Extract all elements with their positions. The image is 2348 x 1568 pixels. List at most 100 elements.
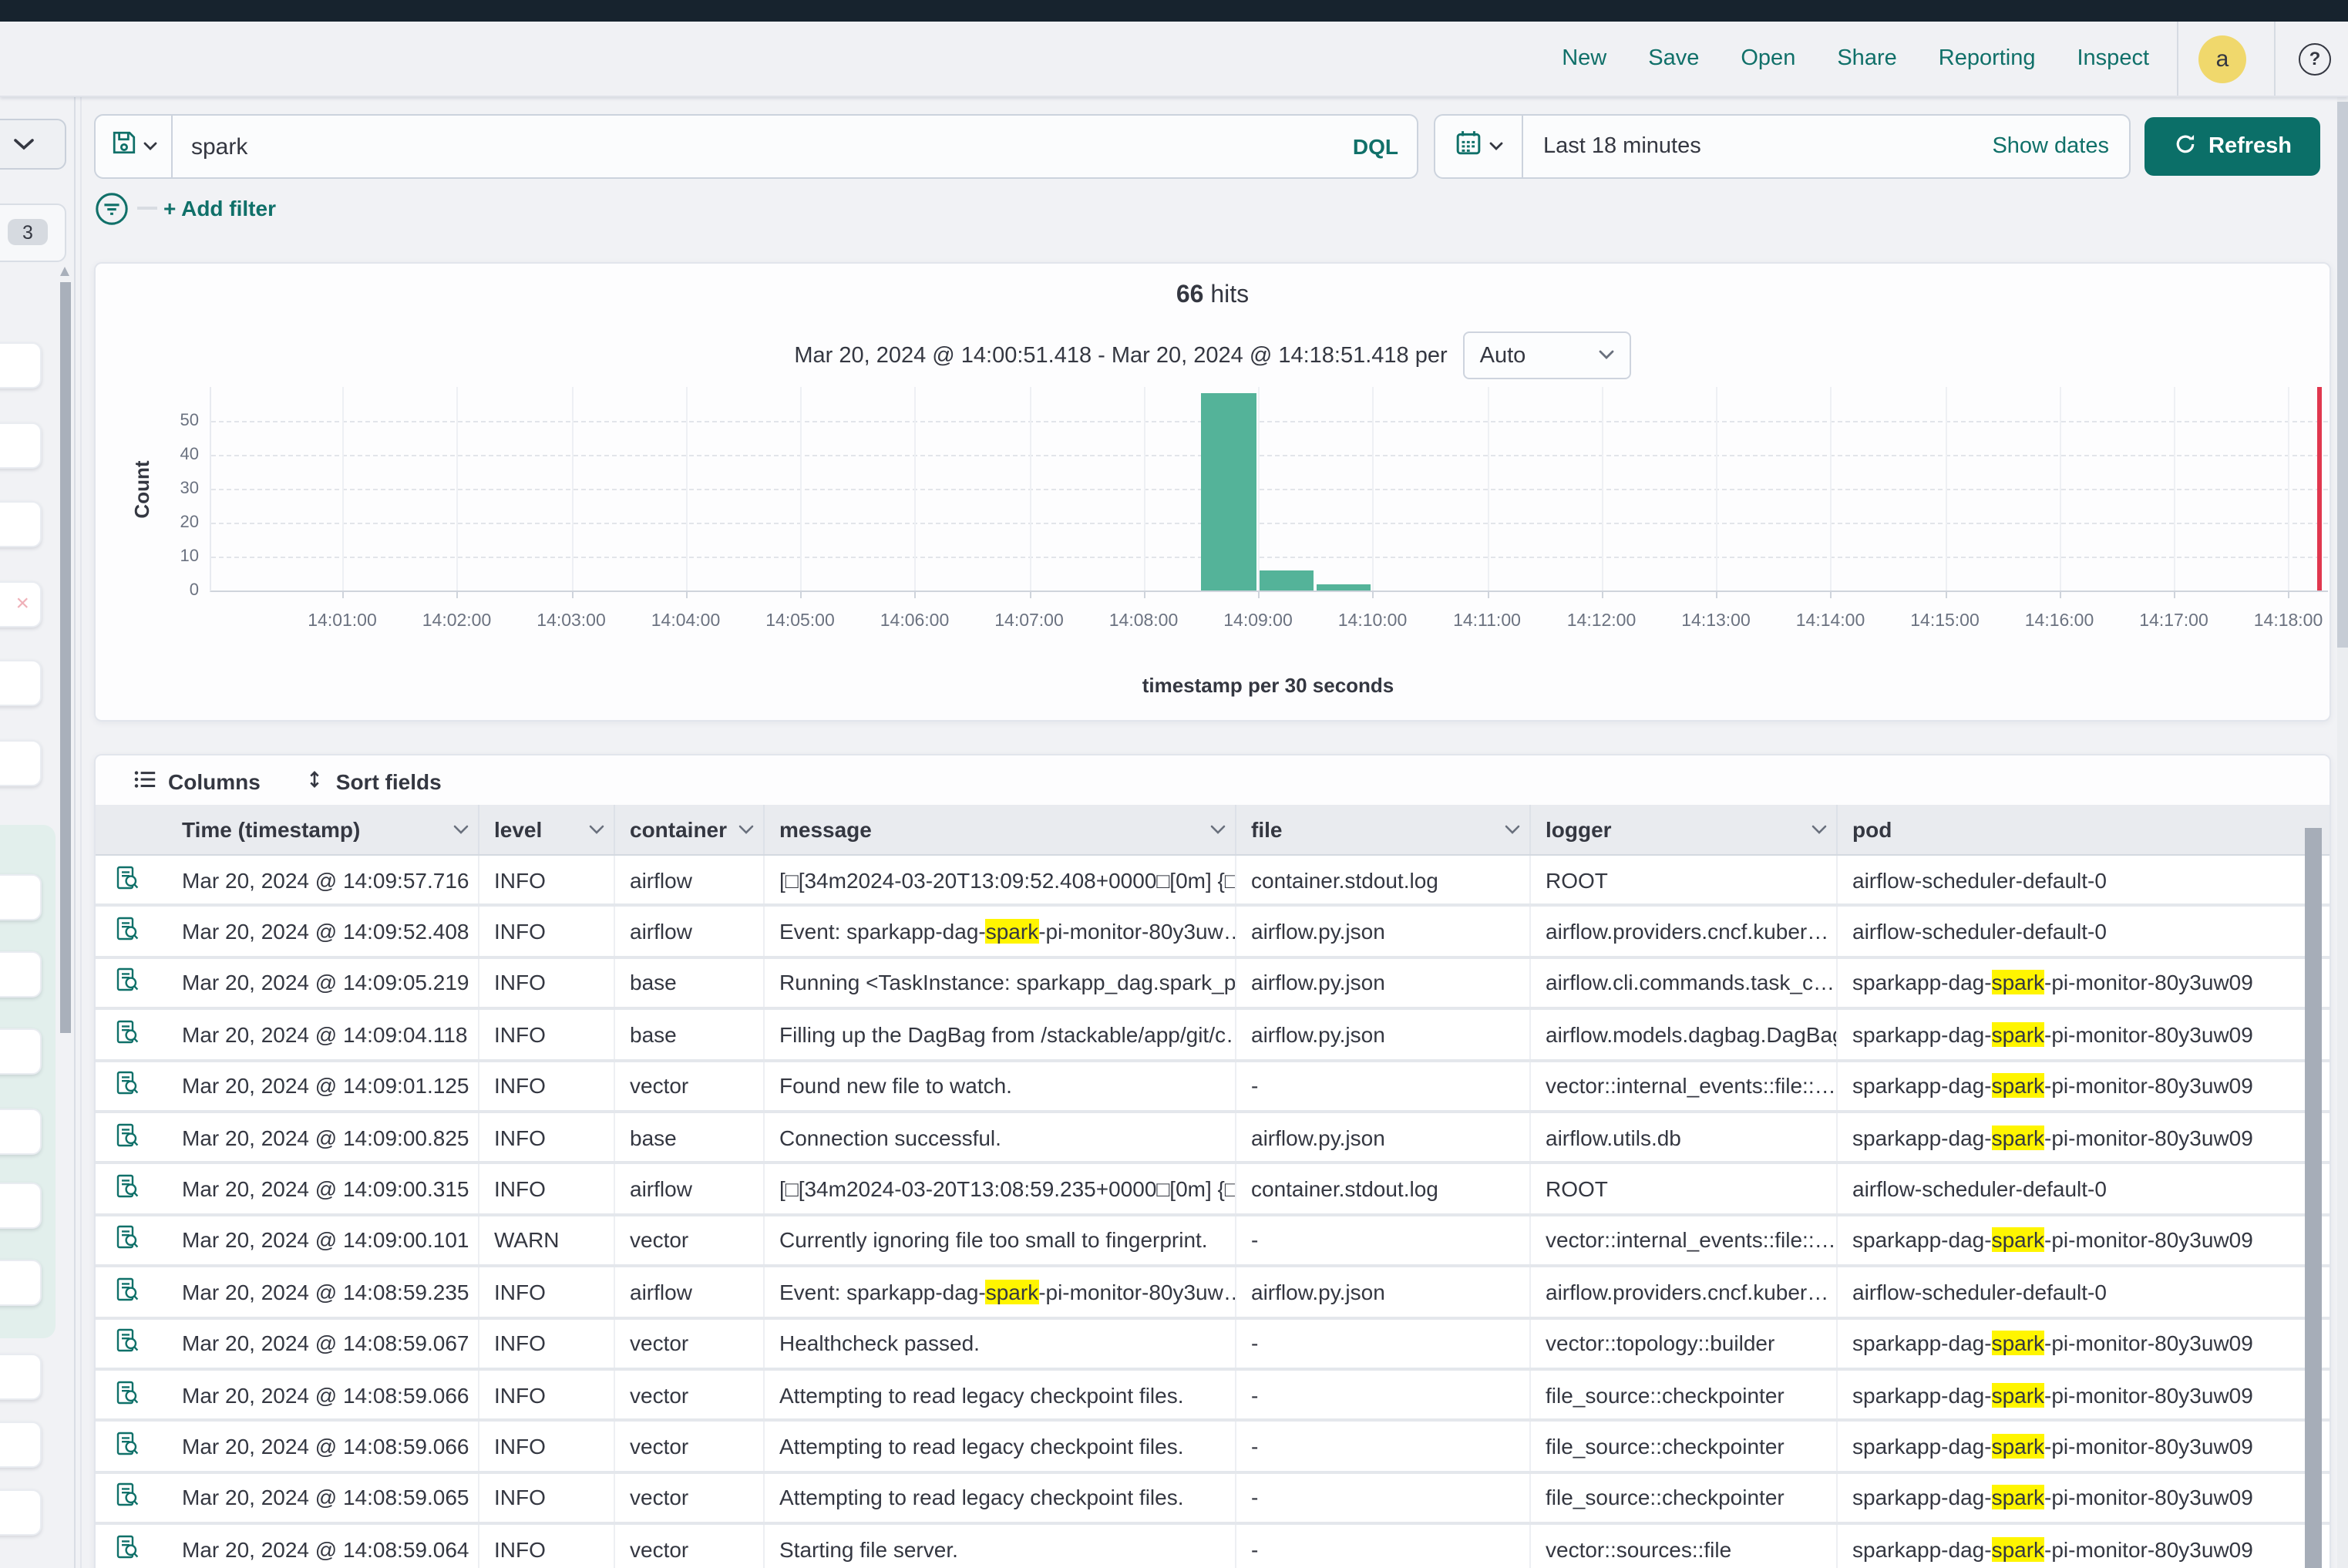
chevron-down-icon xyxy=(1599,350,1614,361)
cell-file: - xyxy=(1235,1214,1529,1266)
expand-row-button[interactable] xyxy=(96,1214,167,1266)
expand-row-button[interactable] xyxy=(96,1317,167,1369)
cell-time: Mar 20, 2024 @ 14:09:00.825 xyxy=(167,1112,478,1163)
expand-row-button[interactable] xyxy=(96,1060,167,1112)
expand-row-button[interactable] xyxy=(96,1421,167,1472)
field-chip[interactable] xyxy=(0,1422,42,1468)
field-chip[interactable] xyxy=(0,342,42,389)
cell-message: Filling up the DagBag from /stackable/ap… xyxy=(763,1008,1235,1060)
expand-row-button[interactable] xyxy=(96,1472,167,1523)
sidebar-selected-fields-box[interactable]: 3 xyxy=(0,204,66,262)
expand-row-button[interactable] xyxy=(96,1369,167,1421)
nav-inspect[interactable]: Inspect xyxy=(2077,46,2150,71)
interval-select[interactable]: Auto xyxy=(1463,331,1631,379)
discover-page: New Save Open Share Reporting Inspect a … xyxy=(0,0,2348,1568)
filter-icon[interactable] xyxy=(94,191,130,234)
cell-level: INFO xyxy=(478,1008,614,1060)
expand-row-button[interactable] xyxy=(96,1266,167,1317)
field-chip[interactable] xyxy=(0,1489,42,1536)
cell-message: Attempting to read legacy checkpoint fil… xyxy=(763,1421,1235,1472)
table-scrollbar[interactable] xyxy=(2305,828,2322,1568)
nav-open[interactable]: Open xyxy=(1741,46,1795,71)
cell-time: Mar 20, 2024 @ 14:08:59.066 xyxy=(167,1421,478,1472)
cell-time: Mar 20, 2024 @ 14:08:59.067 xyxy=(167,1317,478,1369)
search-input[interactable]: spark DQL xyxy=(171,114,1418,179)
field-chip[interactable] xyxy=(0,660,42,706)
sidebar-scrollbar[interactable] xyxy=(60,282,71,1033)
column-header-file[interactable]: file xyxy=(1235,805,1529,855)
expand-row-button[interactable] xyxy=(96,1523,167,1568)
remove-field-x-icon[interactable]: × xyxy=(15,591,29,617)
y-tick-label: 50 xyxy=(180,412,200,430)
columns-button[interactable]: Columns xyxy=(134,768,261,796)
results-table-panel: Columns Sort fields Time (timestamp)leve… xyxy=(94,754,2331,1568)
field-chip[interactable] xyxy=(0,951,42,998)
sort-fields-button[interactable]: Sort fields xyxy=(304,768,442,796)
cell-pod: sparkapp-dag-spark-pi-monitor-80y3uw09 xyxy=(1836,1112,2329,1163)
table-row: Mar 20, 2024 @ 14:09:57.716INFOairflow[□… xyxy=(96,855,2329,906)
user-avatar[interactable]: a xyxy=(2198,35,2246,82)
date-picker-quick-menu[interactable] xyxy=(1434,114,1523,179)
nav-new[interactable]: New xyxy=(1562,46,1606,71)
refresh-button[interactable]: Refresh xyxy=(2144,117,2320,176)
column-header-message[interactable]: message xyxy=(763,805,1235,855)
cell-logger: file_source::checkpointer xyxy=(1529,1421,1836,1472)
field-chip[interactable] xyxy=(0,501,42,547)
cell-level: WARN xyxy=(478,1214,614,1266)
help-icon[interactable]: ? xyxy=(2299,42,2331,75)
field-chip[interactable] xyxy=(0,1260,42,1306)
x-tick-label: 14:15:00 xyxy=(1910,612,1980,631)
table-row: Mar 20, 2024 @ 14:09:52.408INFOairflowEv… xyxy=(96,906,2329,957)
expand-row-button[interactable] xyxy=(96,855,167,906)
refresh-label: Refresh xyxy=(2208,134,2292,159)
x-tick-label: 14:02:00 xyxy=(422,612,492,631)
saved-query-menu-button[interactable] xyxy=(94,114,173,179)
cell-file: airflow.py.json xyxy=(1235,957,1529,1009)
column-header-logger[interactable]: logger xyxy=(1529,805,1836,855)
cell-file: airflow.py.json xyxy=(1235,1112,1529,1163)
cell-container: vector xyxy=(614,1214,763,1266)
field-chip[interactable] xyxy=(0,1028,42,1075)
cell-file: container.stdout.log xyxy=(1235,855,1529,906)
x-axis-title: timestamp per 30 seconds xyxy=(210,674,2326,697)
histogram-bar[interactable] xyxy=(1259,570,1314,591)
histogram-bar[interactable] xyxy=(1202,394,1256,591)
nav-reporting[interactable]: Reporting xyxy=(1939,46,2036,71)
expand-row-button[interactable] xyxy=(96,906,167,957)
expand-row-button[interactable] xyxy=(96,1112,167,1163)
show-dates-button[interactable]: Show dates xyxy=(1992,134,2109,159)
cell-pod: sparkapp-dag-spark-pi-monitor-80y3uw09 xyxy=(1836,1008,2329,1060)
time-range-field[interactable]: Last 18 minutes Show dates xyxy=(1522,114,2131,179)
expand-row-button[interactable] xyxy=(96,1163,167,1215)
expand-row-button[interactable] xyxy=(96,1008,167,1060)
nav-save[interactable]: Save xyxy=(1648,46,1699,71)
sidebar-scroll-up-arrow[interactable] xyxy=(60,267,69,276)
sidebar-divider xyxy=(74,96,76,1568)
field-chip[interactable] xyxy=(0,874,42,920)
column-header-level[interactable]: level xyxy=(478,805,614,855)
cell-logger: airflow.providers.cncf.kuber… xyxy=(1529,1266,1836,1317)
query-language-button[interactable]: DQL xyxy=(1353,134,1398,159)
field-chip[interactable] xyxy=(0,739,42,786)
sidebar-collapse-button[interactable] xyxy=(0,119,66,170)
add-filter-button[interactable]: + Add filter xyxy=(163,196,276,220)
table-row: Mar 20, 2024 @ 14:08:59.067INFOvectorHea… xyxy=(96,1317,2329,1369)
histogram-bar[interactable] xyxy=(1316,584,1371,591)
column-header-container[interactable]: container xyxy=(614,805,763,855)
field-chip[interactable] xyxy=(0,422,42,468)
cell-container: vector xyxy=(614,1369,763,1421)
page-scrollbar-thumb[interactable] xyxy=(2336,102,2348,648)
column-header-time[interactable]: Time (timestamp) xyxy=(167,805,478,855)
nav-share[interactable]: Share xyxy=(1837,46,1896,71)
cell-time: Mar 20, 2024 @ 14:08:59.066 xyxy=(167,1369,478,1421)
cell-container: vector xyxy=(614,1317,763,1369)
cell-file: - xyxy=(1235,1472,1529,1523)
column-header-pod[interactable]: pod xyxy=(1836,805,2329,855)
field-chip[interactable] xyxy=(0,1354,42,1400)
cell-message: Starting file server. xyxy=(763,1523,1235,1568)
field-chip[interactable] xyxy=(0,1109,42,1155)
field-chip[interactable] xyxy=(0,1183,42,1229)
table-row: Mar 20, 2024 @ 14:08:59.065INFOvectorAtt… xyxy=(96,1472,2329,1523)
expand-row-button[interactable] xyxy=(96,957,167,1009)
field-chip[interactable]: × xyxy=(0,580,42,627)
